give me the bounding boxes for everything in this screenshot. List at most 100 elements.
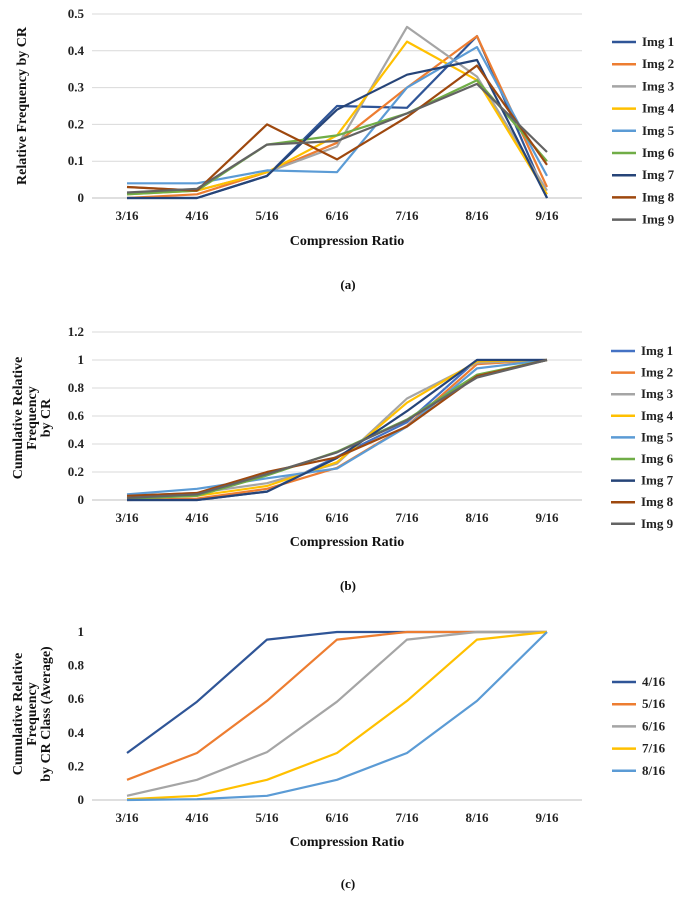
legend-label: 4/16 <box>642 674 666 689</box>
legend-label: 7/16 <box>642 741 666 756</box>
series-line-4 <box>126 630 548 801</box>
series-line-5 <box>127 45 548 185</box>
series-line-1 <box>127 358 547 502</box>
legend-label: Img 2 <box>642 56 674 71</box>
x-tick-label: 4/16 <box>185 208 209 223</box>
legend-label: Img 2 <box>641 365 673 380</box>
y-tick-label: 1.2 <box>68 324 84 339</box>
series-line-8 <box>126 64 548 192</box>
series-line-9 <box>126 82 548 194</box>
series-line-7 <box>127 358 547 502</box>
legend-label: 6/16 <box>642 718 666 733</box>
y-axis-title: Relative Frequency by CR <box>15 26 30 185</box>
y-tick-label: 0.4 <box>68 725 85 740</box>
y-tick-label: 0.2 <box>68 758 84 773</box>
y-tick-label: 0.4 <box>68 436 85 451</box>
series-line-9 <box>126 358 548 499</box>
cumulative-class-average-chart: 0 0.2 0.4 0.6 0.8 1 3/16 4/16 5/16 6/16 7/16 8/16 9/… <box>11 624 666 891</box>
x-tick-label: 5/16 <box>255 810 279 825</box>
y-axis-title: Cumulative RelativeFrequencyby CR <box>11 357 54 479</box>
x-tick-label: 8/16 <box>465 208 489 223</box>
y-axis-title-line: Frequency <box>25 386 40 450</box>
y-tick-label: 0.5 <box>68 6 85 21</box>
y-axis-title-line: Cumulative Relative <box>11 357 26 479</box>
series-line-2 <box>126 34 548 200</box>
legend-label: Img 1 <box>642 34 674 49</box>
legend-label: Img 6 <box>641 451 674 466</box>
x-axis-title: Compression Ratio <box>290 535 404 550</box>
legend-label: Img 6 <box>642 145 675 160</box>
y-axis-title-line: Cumulative Relative <box>11 653 26 775</box>
legend-label: Img 5 <box>641 429 674 444</box>
y-tick-label: 0.6 <box>68 691 85 706</box>
legend-label: Img 3 <box>641 386 674 401</box>
x-tick-label: 3/16 <box>115 208 139 223</box>
figure-caption: (c) <box>341 876 355 891</box>
series-line-8 <box>126 358 548 497</box>
x-tick-label: 6/16 <box>325 510 349 525</box>
x-tick-label: 7/16 <box>395 510 419 525</box>
series-line-3 <box>126 358 548 497</box>
x-tick-label: 7/16 <box>395 208 419 223</box>
x-tick-label: 6/16 <box>325 208 349 223</box>
y-axis-title-line: Frequency <box>25 682 40 746</box>
legend-label: Img 9 <box>642 212 675 227</box>
y-tick-label: 0.8 <box>68 380 85 395</box>
y-axis-title-line: Relative Frequency by CR <box>15 26 30 185</box>
legend-label: Img 8 <box>641 494 674 509</box>
y-tick-label: 0.8 <box>68 658 85 673</box>
series-line-4 <box>126 358 548 500</box>
cumulative-frequency-chart: 0 0.2 0.4 0.6 0.8 1 1.2 3/16 4/16 5/16 6/16 7/16 8/1… <box>11 324 674 593</box>
y-tick-label: 0.2 <box>68 464 84 479</box>
x-tick-label: 9/16 <box>535 208 559 223</box>
legend-label: Img 7 <box>642 167 675 182</box>
legend-label: 5/16 <box>642 696 666 711</box>
x-tick-label: 9/16 <box>535 510 559 525</box>
x-axis-title: Compression Ratio <box>290 234 404 249</box>
y-tick-label: 0 <box>78 190 85 205</box>
y-axis-title: Cumulative RelativeFrequencyby CR Class … <box>11 646 54 782</box>
x-tick-label: 9/16 <box>535 810 559 825</box>
legend-label: Img 4 <box>641 408 674 423</box>
series-line-5 <box>126 631 548 802</box>
y-tick-label: 1 <box>78 624 85 639</box>
x-tick-label: 7/16 <box>395 810 419 825</box>
x-tick-label: 3/16 <box>115 510 139 525</box>
legend-label: Img 1 <box>641 343 673 358</box>
series-line-7 <box>127 58 548 200</box>
legend-label: Img 3 <box>642 78 675 93</box>
legend-label: 8/16 <box>642 763 666 778</box>
x-tick-label: 8/16 <box>465 510 489 525</box>
chart-panel-a: 0 0.1 0.2 0.3 0.4 0.5 3/16 4/16 5/16 6/16 7/16 8/16… <box>0 0 696 300</box>
y-axis-title-line: by CR <box>39 398 54 437</box>
figure-caption: (a) <box>340 277 355 292</box>
chart-panel-c: 0 0.2 0.4 0.6 0.8 1 3/16 4/16 5/16 6/16 7/16 8/16 9/… <box>0 600 696 900</box>
y-tick-label: 0.1 <box>68 153 84 168</box>
y-tick-label: 0.6 <box>68 408 85 423</box>
y-tick-label: 0.4 <box>68 43 85 58</box>
series-line-6 <box>126 358 548 500</box>
series-line-6 <box>126 79 548 196</box>
legend-label: Img 8 <box>642 189 675 204</box>
x-tick-label: 3/16 <box>115 810 139 825</box>
legend-label: Img 4 <box>642 101 675 116</box>
y-tick-label: 0 <box>78 492 85 507</box>
series-line-2 <box>126 358 548 502</box>
x-tick-label: 4/16 <box>185 810 209 825</box>
x-tick-label: 6/16 <box>325 810 349 825</box>
x-tick-label: 5/16 <box>255 208 279 223</box>
chart-panel-b: 0 0.2 0.4 0.6 0.8 1 1.2 3/16 4/16 5/16 6/16 7/16 8/1… <box>0 300 696 600</box>
x-tick-label: 4/16 <box>185 510 209 525</box>
series-line-5 <box>126 358 548 496</box>
x-tick-label: 5/16 <box>255 510 279 525</box>
x-tick-label: 8/16 <box>465 810 489 825</box>
legend-label: Img 5 <box>642 123 675 138</box>
relative-frequency-chart: 0 0.1 0.2 0.3 0.4 0.5 3/16 4/16 5/16 6/16 7/16 8/16… <box>15 6 675 292</box>
y-tick-label: 0.2 <box>68 116 84 131</box>
y-tick-label: 0.3 <box>68 80 85 95</box>
x-axis-title: Compression Ratio <box>290 835 404 850</box>
y-tick-label: 0 <box>78 792 85 807</box>
figure-caption: (b) <box>340 578 356 593</box>
legend-label: Img 9 <box>641 516 674 531</box>
y-tick-label: 1 <box>78 352 85 367</box>
